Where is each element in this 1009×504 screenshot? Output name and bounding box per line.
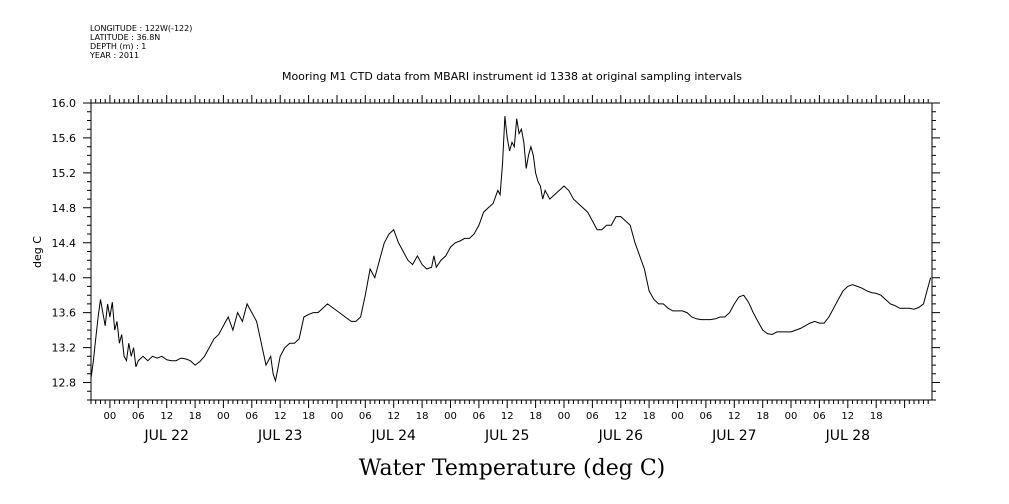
y-tick-label: 15.6 xyxy=(52,132,77,145)
x-hour-label: 06 xyxy=(473,411,486,422)
depth-label: DEPTH (m) : 1 xyxy=(90,42,146,51)
x-hour-label: 12 xyxy=(728,411,741,422)
x-tick-labels: 00 06 12 18 00 06 12 18 00 06 12 18 00 06 12 18 00 06 12 18… xyxy=(104,411,883,444)
x-hour-label: 18 xyxy=(756,411,769,422)
x-day-label: JUL 24 xyxy=(370,428,416,444)
y-tick-label: 14.0 xyxy=(52,272,77,285)
y-tick-label: 12.8 xyxy=(52,377,77,390)
x-hour-label: 00 xyxy=(331,411,344,422)
y-tick-label: 13.6 xyxy=(52,307,77,320)
latitude-label: LATITUDE : 36.8N xyxy=(90,33,160,42)
y-tick-label: 15.2 xyxy=(52,167,77,180)
x-day-label: JUL 22 xyxy=(143,428,188,444)
plot-frame xyxy=(90,102,933,401)
x-hour-label: 00 xyxy=(785,411,798,422)
x-hour-label: 00 xyxy=(104,411,117,422)
year-label: YEAR : 2011 xyxy=(89,51,139,60)
x-hour-label: 12 xyxy=(841,411,854,422)
x-hour-label: 00 xyxy=(217,411,230,422)
y-tick-label: 14.4 xyxy=(52,237,77,250)
x-hour-label: 06 xyxy=(700,411,713,422)
x-hour-label: 06 xyxy=(359,411,372,422)
temperature-line xyxy=(90,116,932,383)
x-day-label: JUL 26 xyxy=(598,428,644,444)
x-hour-label: 00 xyxy=(444,411,457,422)
x-hour-label: 12 xyxy=(501,411,514,422)
x-hour-label: 18 xyxy=(643,411,656,422)
x-hour-label: 12 xyxy=(160,411,173,422)
y-tick-label: 14.8 xyxy=(52,202,77,215)
x-hour-label: 12 xyxy=(274,411,287,422)
x-hour-label: 06 xyxy=(586,411,599,422)
y-tick-labels: 12.8 13.2 13.6 14.0 14.4 14.8 15.2 15.6 16.0 xyxy=(52,97,77,390)
x-hour-label: 06 xyxy=(132,411,145,422)
axis-ticks xyxy=(83,95,940,408)
longitude-label: LONGITUDE : 122W(-122) xyxy=(90,24,192,33)
x-hour-label: 18 xyxy=(302,411,315,422)
x-hour-label: 18 xyxy=(529,411,542,422)
x-hour-label: 00 xyxy=(558,411,571,422)
x-day-label: JUL 23 xyxy=(257,428,302,444)
x-day-label: JUL 25 xyxy=(484,428,529,444)
x-day-label: JUL 27 xyxy=(711,428,756,444)
x-hour-label: 18 xyxy=(416,411,429,422)
tick-marks xyxy=(83,95,940,408)
y-axis-label: deg C xyxy=(31,236,44,268)
x-hour-label: 12 xyxy=(387,411,400,422)
y-tick-label: 16.0 xyxy=(52,97,77,110)
x-day-label: JUL 28 xyxy=(825,428,870,444)
x-hour-label: 18 xyxy=(870,411,883,422)
x-hour-label: 12 xyxy=(614,411,627,422)
x-hour-label: 00 xyxy=(671,411,684,422)
x-hour-label: 06 xyxy=(245,411,258,422)
y-tick-label: 13.2 xyxy=(52,342,77,355)
x-axis-label: Water Temperature (deg C) xyxy=(359,456,666,481)
x-hour-label: 18 xyxy=(189,411,202,422)
chart-title: Mooring M1 CTD data from MBARI instrumen… xyxy=(282,70,742,83)
x-hour-label: 06 xyxy=(813,411,826,422)
